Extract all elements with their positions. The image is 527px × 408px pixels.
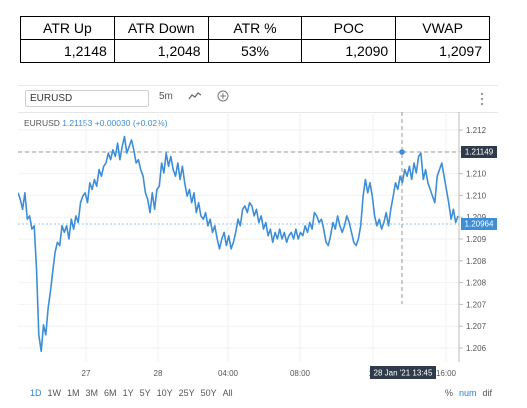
more-vertical-icon[interactable] — [480, 92, 484, 109]
value-atr-down: 1,2048 — [113, 39, 209, 63]
chart-widget: 5m EURUSD 1.21153 +0.00030 (+0.02%) 1.21… — [18, 85, 498, 404]
price-tick-label: 1.207 — [466, 300, 487, 309]
range-50y[interactable]: 50Y — [200, 388, 217, 398]
legend-price: 1.21153 — [62, 118, 93, 128]
crosshair-time-text: 28 Jan '21 13:45 — [374, 369, 433, 378]
legend-change: +0.00030 (+0.02%) — [94, 118, 168, 128]
price-tick-label: 1.210 — [466, 170, 487, 179]
scale-option-percent[interactable]: % — [444, 388, 453, 398]
crosshair-price-text: 1.21149 — [465, 148, 494, 157]
header-atr-percent: ATR % — [207, 16, 303, 40]
scale-option-dif[interactable]: dif — [482, 388, 492, 398]
crosshair-point — [399, 149, 405, 155]
price-tick-label: 1.207 — [466, 322, 487, 331]
summary-header-row: ATR Up ATR Down ATR % POC VWAP — [20, 16, 490, 40]
time-tick-label: 08:00 — [290, 369, 311, 378]
summary-table: ATR Up ATR Down ATR % POC VWAP 1,2148 1,… — [20, 16, 490, 63]
price-tick-label: 1.206 — [466, 344, 487, 353]
range-3m[interactable]: 3M — [85, 388, 99, 398]
header-vwap: VWAP — [395, 16, 490, 40]
range-all[interactable]: All — [222, 388, 233, 398]
time-tick-label: 04:00 — [218, 369, 239, 378]
value-poc: 1,2090 — [301, 39, 397, 63]
range-1w[interactable]: 1W — [47, 388, 62, 398]
value-vwap: 1,2097 — [395, 39, 490, 63]
symbol-input[interactable] — [25, 90, 149, 107]
time-tick-label: 16:00 — [436, 369, 457, 378]
price-tick-label: 1.208 — [466, 257, 487, 266]
range-1d[interactable]: 1D — [30, 388, 42, 398]
header-atr-up: ATR Up — [20, 16, 115, 40]
header-atr-down: ATR Down — [113, 16, 209, 40]
price-tick-label: 1.212 — [466, 126, 487, 135]
price-tick-label: 1.209 — [466, 235, 487, 244]
time-tick-label: 27 — [82, 369, 91, 378]
scale-option-num[interactable]: num — [458, 388, 477, 398]
header-poc: POC — [301, 16, 397, 40]
value-atr-up: 1,2148 — [20, 39, 115, 63]
time-tick-label: 28 — [154, 369, 163, 378]
scale-options: % num dif — [439, 388, 492, 398]
line-chart-icon[interactable] — [188, 90, 202, 105]
last-price-label: 1.20964 — [461, 218, 497, 230]
chart-legend: EURUSD 1.21153 +0.00030 (+0.02%) — [24, 118, 168, 128]
price-axis: 1.2121.2111.2101.2101.2091.2091.2081.208… — [459, 126, 487, 353]
interval-selector[interactable]: 5m — [159, 91, 173, 102]
crosshair-time-label: 28 Jan '21 13:45 — [370, 366, 436, 379]
range-5y[interactable]: 5Y — [139, 388, 151, 398]
summary-value-row: 1,2148 1,2048 53% 1,2090 1,2097 — [20, 39, 490, 63]
price-chart[interactable]: 1.2121.2111.2101.2101.2091.2091.2081.208… — [18, 112, 498, 382]
range-1y[interactable]: 1Y — [122, 388, 134, 398]
last-price-text: 1.20964 — [465, 220, 494, 229]
price-tick-label: 1.208 — [466, 279, 487, 288]
series-line-eurusd — [18, 135, 459, 353]
range-25y[interactable]: 25Y — [178, 388, 195, 398]
range-6m[interactable]: 6M — [104, 388, 117, 398]
add-circle-icon[interactable] — [217, 90, 229, 105]
legend-symbol: EURUSD — [24, 118, 60, 128]
range-selector: 1D 1W 1M 3M 6M 1Y 5Y 10Y 25Y 50Y All — [30, 388, 239, 398]
chart-toolbar: 5m — [18, 86, 498, 113]
crosshair-price-label: 1.21149 — [461, 146, 497, 158]
chart-grid — [18, 112, 459, 362]
range-1m[interactable]: 1M — [67, 388, 80, 398]
range-10y[interactable]: 10Y — [156, 388, 173, 398]
value-atr-percent: 53% — [207, 39, 303, 63]
price-tick-label: 1.210 — [466, 191, 487, 200]
price-tick-label: 1.209 — [466, 213, 487, 222]
